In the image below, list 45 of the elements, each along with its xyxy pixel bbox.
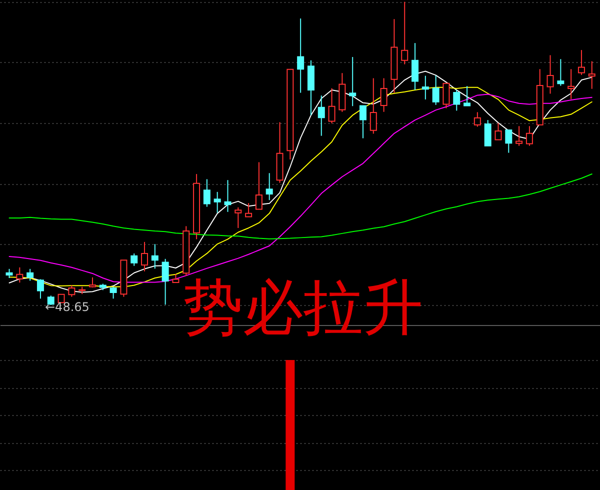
candlestick <box>203 178 210 208</box>
candlestick <box>359 105 366 139</box>
candlestick <box>568 68 575 100</box>
candlestick <box>110 286 117 300</box>
candlestick <box>234 206 242 228</box>
candlestick <box>546 54 554 94</box>
candlestick <box>370 78 377 134</box>
candlestick <box>68 284 76 298</box>
candlestick <box>255 162 262 210</box>
candlestick <box>36 278 44 300</box>
candlestick <box>442 82 450 109</box>
candlestick <box>432 74 440 106</box>
candlestick <box>162 258 169 306</box>
candlestick <box>464 86 471 106</box>
candlestick <box>88 276 96 288</box>
candlestick <box>214 191 221 214</box>
candlestick <box>307 60 314 116</box>
candlestick <box>266 172 273 201</box>
candlestick <box>349 56 356 107</box>
candlestick <box>494 122 502 140</box>
candlestick <box>453 90 460 112</box>
candlestick <box>516 126 523 146</box>
candlestick <box>26 268 34 282</box>
candlestick <box>130 252 138 266</box>
candlestick <box>557 58 564 86</box>
candlestick <box>297 18 304 94</box>
candlestick <box>141 241 148 272</box>
candlestick <box>412 42 419 91</box>
annotation: ←48.65 <box>45 300 90 314</box>
annotation: 势必拉升 <box>183 273 423 343</box>
candlestick <box>380 78 388 112</box>
candlestick <box>484 120 492 146</box>
candlestick <box>328 88 336 124</box>
candlestick <box>588 60 596 90</box>
candlestick <box>505 130 512 154</box>
candlestick <box>224 180 232 212</box>
candlestick <box>16 266 24 284</box>
candlestick <box>578 50 585 76</box>
candlestick <box>526 126 533 146</box>
candlestick <box>245 202 252 218</box>
candlestick <box>6 268 13 279</box>
candlestick <box>151 244 158 270</box>
candlestick <box>474 112 481 128</box>
candlestick <box>318 95 325 136</box>
candlestick <box>422 75 429 100</box>
